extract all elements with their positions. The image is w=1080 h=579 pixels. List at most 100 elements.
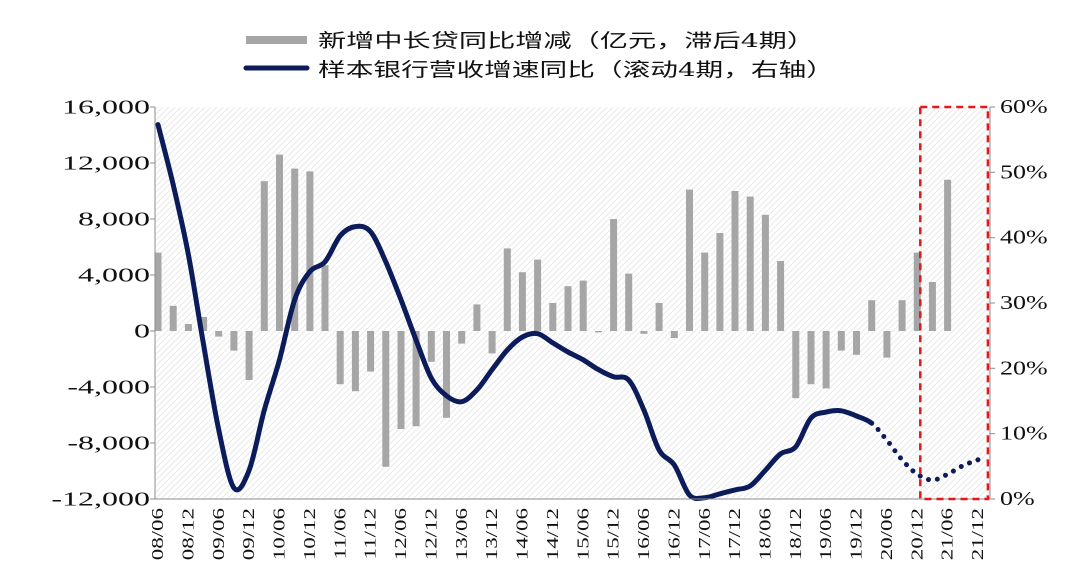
y-left-tick-label: -12,000 <box>51 488 150 510</box>
y-left-tick-label: 8,000 <box>78 208 150 230</box>
bar-3 <box>200 317 208 331</box>
x-tick-label: 14/06 <box>513 508 532 560</box>
bar-37 <box>716 233 724 331</box>
bar-43 <box>807 331 815 385</box>
bar-48 <box>883 331 891 358</box>
x-tick-label: 10/12 <box>301 508 320 560</box>
y-right-tick-label: 40% <box>1000 226 1048 248</box>
x-tick-label: 21/12 <box>969 508 988 560</box>
x-tick-label: 17/12 <box>726 508 745 560</box>
bar-33 <box>655 303 663 331</box>
x-tick-label: 19/12 <box>847 508 866 560</box>
bar-11 <box>321 265 329 331</box>
legend-swatch-bar <box>246 36 307 44</box>
bar-42 <box>792 331 800 399</box>
bar-51 <box>928 282 936 331</box>
bar-30 <box>610 219 618 331</box>
bar-25 <box>534 259 542 331</box>
bar-0 <box>154 252 162 331</box>
y-right-tick-label: 10% <box>1000 422 1048 444</box>
x-tick-label: 16/06 <box>635 508 654 560</box>
bar-46 <box>853 331 860 355</box>
x-tick-label: 08/06 <box>149 508 168 560</box>
bar-18 <box>427 331 435 362</box>
bar-31 <box>625 273 633 331</box>
bar-9 <box>291 168 299 331</box>
bar-5 <box>230 331 238 351</box>
y-left-tick-label: 16,000 <box>62 96 150 118</box>
bar-22 <box>488 331 496 354</box>
bar-50 <box>913 252 921 331</box>
bar-6 <box>245 331 253 380</box>
highlight-box <box>919 105 990 501</box>
y-right-tick-labels: 60% 50% 40% 30% 20% 10% 0% <box>990 96 1048 510</box>
bar-35 <box>686 189 693 331</box>
line-revenue-growth-dotted <box>869 420 981 483</box>
x-tick-label: 09/06 <box>209 508 228 560</box>
bar-45 <box>837 331 845 351</box>
bar-44 <box>822 331 830 389</box>
bar-20 <box>458 331 466 344</box>
y-left-tick-label: -4,000 <box>67 376 150 398</box>
bar-13 <box>351 331 359 392</box>
bars-layer <box>154 154 952 467</box>
bar-19 <box>443 331 450 418</box>
legend-label-revenue: 样本银行营收增速同比（滚动4期，右轴） <box>318 59 834 81</box>
legend: 新增中长贷同比增减（亿元，滞后4期） 样本银行营收增速同比（滚动4期，右轴） <box>243 30 834 81</box>
bar-16 <box>397 331 405 429</box>
x-tick-label: 11/06 <box>331 508 350 559</box>
legend-label-loans: 新增中长贷同比增减（亿元，滞后4期） <box>318 30 815 52</box>
x-tick-label: 12/12 <box>422 508 441 560</box>
bar-28 <box>579 280 587 331</box>
bar-1 <box>169 305 177 331</box>
x-tick-label: 12/06 <box>392 508 411 560</box>
x-tick-label: 14/12 <box>544 508 563 560</box>
x-tick-label: 15/06 <box>574 508 593 560</box>
bar-23 <box>503 248 511 331</box>
bar-12 <box>336 331 344 385</box>
bar-38 <box>731 191 739 331</box>
legend-item-loans: 新增中长贷同比增减（亿元，滞后4期） <box>246 30 815 52</box>
x-tick-label: 19/06 <box>817 508 836 560</box>
bar-36 <box>701 252 709 331</box>
y-right-tick-label: 60% <box>1000 96 1048 118</box>
y-right-tick-label: 0% <box>1000 488 1035 510</box>
bar-34 <box>670 331 678 338</box>
bar-29 <box>594 331 602 333</box>
bar-10 <box>306 171 314 331</box>
x-tick-label: 20/12 <box>908 508 927 560</box>
bar-40 <box>761 214 769 331</box>
bar-8 <box>276 154 283 331</box>
bar-26 <box>549 303 557 331</box>
x-tick-label: 10/06 <box>270 508 289 560</box>
x-tick-label: 18/12 <box>787 508 806 560</box>
legend-item-revenue: 样本银行营收增速同比（滚动4期，右轴） <box>243 59 834 81</box>
bar-41 <box>777 261 785 331</box>
x-tick-label: 09/12 <box>240 508 259 560</box>
x-tick-label: 20/06 <box>878 508 897 560</box>
bar-15 <box>382 331 390 467</box>
y-left-tick-label: 4,000 <box>78 264 150 286</box>
bar-52 <box>944 179 952 331</box>
bar-47 <box>868 300 876 331</box>
highlight-layer <box>919 105 990 501</box>
bar-24 <box>518 272 526 331</box>
bar-39 <box>746 196 754 331</box>
bar-27 <box>564 286 572 331</box>
x-tick-label: 16/12 <box>665 508 684 560</box>
y-left-tick-label: -8,000 <box>67 432 150 454</box>
y-right-tick-label: 50% <box>1000 161 1048 183</box>
lines-layer <box>155 122 981 501</box>
bar-32 <box>640 331 648 334</box>
bar-7 <box>260 181 268 331</box>
y-left-tick-label: 12,000 <box>62 152 150 174</box>
x-tick-label: 18/06 <box>756 508 775 560</box>
y-right-tick-label: 30% <box>1000 292 1048 314</box>
x-tick-labels: 08/06 08/12 09/06 09/12 10/06 10/12 11/06 11/12… <box>149 508 988 560</box>
x-tick-label: 08/12 <box>179 508 198 560</box>
y-left-tick-labels: 16,000 12,000 8,000 4,000 0 -4,000 -8,000 -12,0… <box>51 96 155 510</box>
x-tick-label: 11/12 <box>361 508 380 559</box>
y-left-tick-label: 0 <box>134 320 150 342</box>
x-tick-label: 17/06 <box>695 508 714 560</box>
